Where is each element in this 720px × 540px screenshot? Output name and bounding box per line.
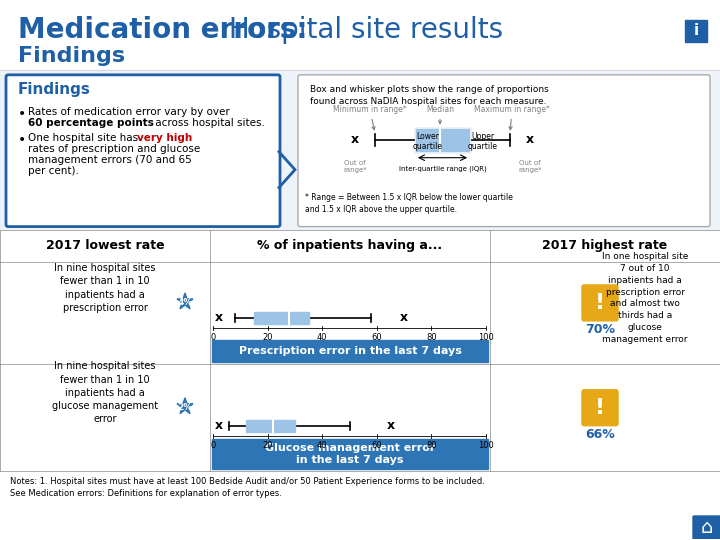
Text: 80: 80	[426, 333, 437, 342]
Text: per cent).: per cent).	[28, 166, 79, 176]
Bar	[0, 0, 720, 80]
Text: Findings: Findings	[18, 82, 91, 97]
Text: i: i	[693, 23, 698, 38]
Text: Medication errors:: Medication errors:	[18, 16, 307, 44]
FancyBboxPatch shape	[6, 75, 280, 227]
Text: 20: 20	[262, 441, 273, 450]
Bar	[212, 439, 488, 469]
Text: Minimum in range*: Minimum in range*	[333, 105, 407, 130]
Text: Median: Median	[426, 105, 454, 124]
Text: Rates of medication error vary by over: Rates of medication error vary by over	[28, 107, 230, 117]
Text: Lower
quartile: Lower quartile	[413, 132, 443, 151]
FancyBboxPatch shape	[693, 516, 720, 540]
Text: •: •	[18, 133, 26, 147]
Text: ⌂: ⌂	[701, 518, 714, 537]
Text: x: x	[526, 133, 534, 146]
Text: 2017 lowest rate: 2017 lowest rate	[45, 239, 164, 252]
Bar	[254, 312, 309, 324]
Polygon shape	[177, 398, 193, 414]
Text: 60 percentage points: 60 percentage points	[28, 118, 154, 128]
Text: In one hospital site
7 out of 10
inpatients had a
prescription error
and almost : In one hospital site 7 out of 10 inpatie…	[602, 252, 688, 344]
Text: •: •	[18, 107, 26, 121]
Text: x: x	[215, 419, 222, 432]
Text: 100: 100	[478, 333, 494, 342]
Polygon shape	[177, 293, 193, 309]
Text: 60: 60	[372, 333, 382, 342]
FancyBboxPatch shape	[582, 390, 618, 426]
Text: 2%: 2%	[177, 403, 193, 412]
Text: Glucose management error
in the last 7 days: Glucose management error in the last 7 d…	[265, 443, 435, 465]
Text: 20: 20	[262, 333, 273, 342]
Text: In nine hospital sites
fewer than 1 in 10
inpatients had a
glucose management
er: In nine hospital sites fewer than 1 in 1…	[52, 361, 158, 424]
Text: 76: 76	[694, 518, 710, 531]
Text: Hospital site results: Hospital site results	[220, 16, 503, 44]
Bar	[415, 128, 470, 152]
FancyBboxPatch shape	[298, 75, 710, 227]
Text: rates of prescription and glucose: rates of prescription and glucose	[28, 144, 200, 154]
Text: 60: 60	[372, 441, 382, 450]
Text: 0: 0	[210, 333, 215, 342]
Text: very high: very high	[137, 133, 192, 143]
Text: 66%: 66%	[585, 428, 615, 441]
Bar	[0, 70, 720, 230]
Bar	[685, 20, 707, 42]
Bar	[212, 340, 488, 362]
Text: 100: 100	[478, 441, 494, 450]
Text: 40: 40	[317, 441, 328, 450]
Bar	[246, 420, 295, 431]
Text: 2017 highest rate: 2017 highest rate	[542, 239, 667, 252]
Text: !: !	[595, 293, 605, 313]
Text: x: x	[215, 312, 222, 325]
Text: 70%: 70%	[585, 323, 615, 336]
Text: management errors (70 and 65: management errors (70 and 65	[28, 154, 192, 165]
Text: Findings: Findings	[18, 46, 125, 66]
Text: 40: 40	[317, 333, 328, 342]
Text: 0: 0	[210, 441, 215, 450]
Text: across hospital sites.: across hospital sites.	[152, 118, 265, 128]
Text: One hospital site has: One hospital site has	[28, 133, 141, 143]
Bar	[415, 128, 470, 152]
Text: Maximum in range*: Maximum in range*	[474, 105, 550, 130]
Text: Inter-quartile range (IQR): Inter-quartile range (IQR)	[399, 166, 487, 172]
Text: x: x	[351, 133, 359, 146]
Text: Notes: 1. Hospital sites must have at least 100 Bedside Audit and/or 50 Patient : Notes: 1. Hospital sites must have at le…	[10, 477, 485, 498]
Text: x: x	[400, 312, 408, 325]
Text: !: !	[595, 398, 605, 418]
Text: Upper
quartile: Upper quartile	[468, 132, 498, 151]
Text: Prescription error in the last 7 days: Prescription error in the last 7 days	[238, 346, 462, 356]
FancyBboxPatch shape	[582, 285, 618, 321]
Text: 80: 80	[426, 441, 437, 450]
Text: Out of
range*: Out of range*	[518, 160, 542, 173]
Text: Box and whisker plots show the range of proportions
found across NaDIA hospital : Box and whisker plots show the range of …	[310, 85, 549, 106]
Bar	[0, 230, 720, 261]
Text: Out of
range*: Out of range*	[343, 160, 366, 173]
Text: In nine hospital sites
fewer than 1 in 10
inpatients had a
prescription error: In nine hospital sites fewer than 1 in 1…	[54, 263, 156, 313]
Text: % of inpatients having a...: % of inpatients having a...	[258, 239, 443, 252]
Text: * Range = Between 1.5 x IQR below the lower quartile
and 1.5 x IQR above the upp: * Range = Between 1.5 x IQR below the lo…	[305, 193, 513, 214]
Text: 4%: 4%	[177, 299, 193, 307]
Text: x: x	[387, 419, 395, 432]
